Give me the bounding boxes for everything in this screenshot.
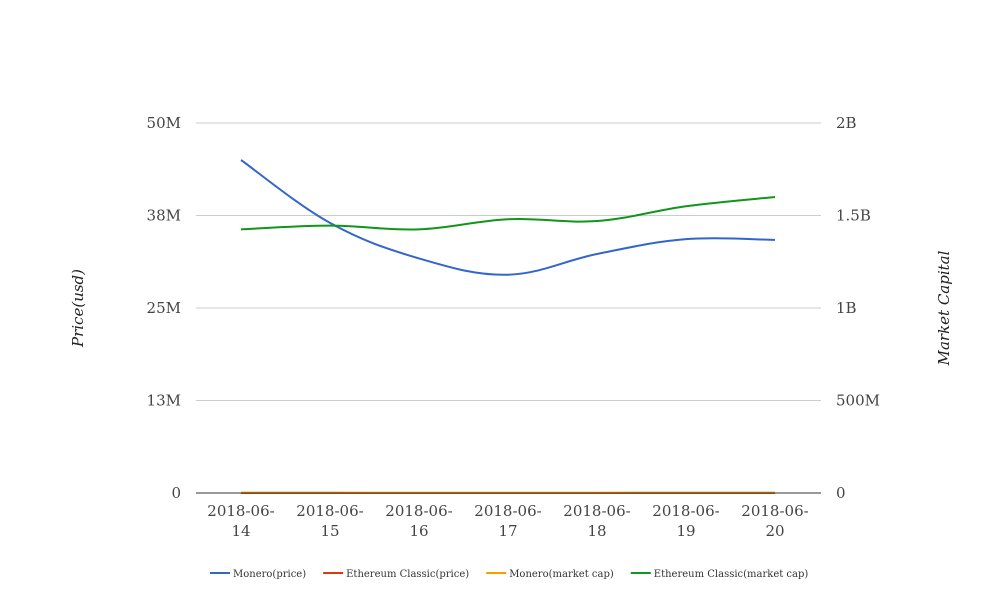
left-axis-ticks: 0 13M 25M 38M 50M — [147, 114, 181, 502]
left-tick-label: 0 — [171, 484, 181, 502]
right-tick-label: 2B — [836, 114, 857, 132]
x-tick-label-part: 14 — [231, 522, 250, 540]
right-tick-label: 1B — [836, 299, 857, 317]
legend-label: Monero(market cap) — [509, 569, 614, 580]
x-tick-label: 2018-06- 19 — [652, 502, 719, 540]
left-axis-title: Price(usd) — [69, 269, 87, 348]
left-tick-label: 50M — [147, 114, 181, 132]
x-tick-label-part: 2018-06- — [385, 502, 452, 520]
right-axis-ticks: 0 500M 1B 1.5B 2B — [836, 114, 880, 502]
legend-label: Ethereum Classic(price) — [346, 569, 469, 580]
left-tick-label: 25M — [147, 299, 181, 317]
x-tick-label-part: 2018-06- — [563, 502, 630, 520]
x-tick-label: 2018-06- 15 — [296, 502, 363, 540]
x-tick-label-part: 2018-06- — [652, 502, 719, 520]
legend-label: Ethereum Classic(market cap) — [654, 569, 809, 580]
x-tick-label: 2018-06- 14 — [207, 502, 274, 540]
x-tick-label-part: 15 — [320, 522, 339, 540]
legend-label: Monero(price) — [233, 569, 306, 580]
series-line-3 — [240, 196, 776, 231]
x-tick-label-part: 18 — [587, 522, 606, 540]
x-tick-label-part: 17 — [498, 522, 517, 540]
series-line-0 — [240, 159, 776, 276]
x-tick-label: 2018-06- 17 — [474, 502, 541, 540]
x-tick-label-part: 19 — [676, 522, 695, 540]
x-tick-label: 2018-06- 20 — [741, 502, 808, 540]
x-tick-label-part: 2018-06- — [296, 502, 363, 520]
gridlines — [196, 122, 821, 401]
x-axis-ticks: 2018-06- 14 2018-06- 15 2018-06- 16 2018-06- 17… — [207, 502, 808, 540]
x-tick-label-part: 16 — [409, 522, 428, 540]
left-tick-label: 13M — [147, 392, 181, 410]
legend: Monero(price) Ethereum Classic(price) Mone… — [210, 569, 808, 580]
right-tick-label: 500M — [836, 392, 880, 410]
x-tick-label-part: 2018-06- — [207, 502, 274, 520]
x-tick-label: 2018-06- 18 — [563, 502, 630, 540]
right-tick-label: 0 — [836, 484, 846, 502]
x-tick-label-part: 20 — [765, 522, 784, 540]
left-tick-label: 38M — [147, 207, 181, 225]
x-tick-label-part: 2018-06- — [741, 502, 808, 520]
x-tick-label-part: 2018-06- — [474, 502, 541, 520]
x-tick-label: 2018-06- 16 — [385, 502, 452, 540]
right-tick-label: 1.5B — [836, 207, 871, 225]
right-axis-title: Market Capital — [935, 250, 953, 366]
series-lines — [240, 159, 776, 495]
